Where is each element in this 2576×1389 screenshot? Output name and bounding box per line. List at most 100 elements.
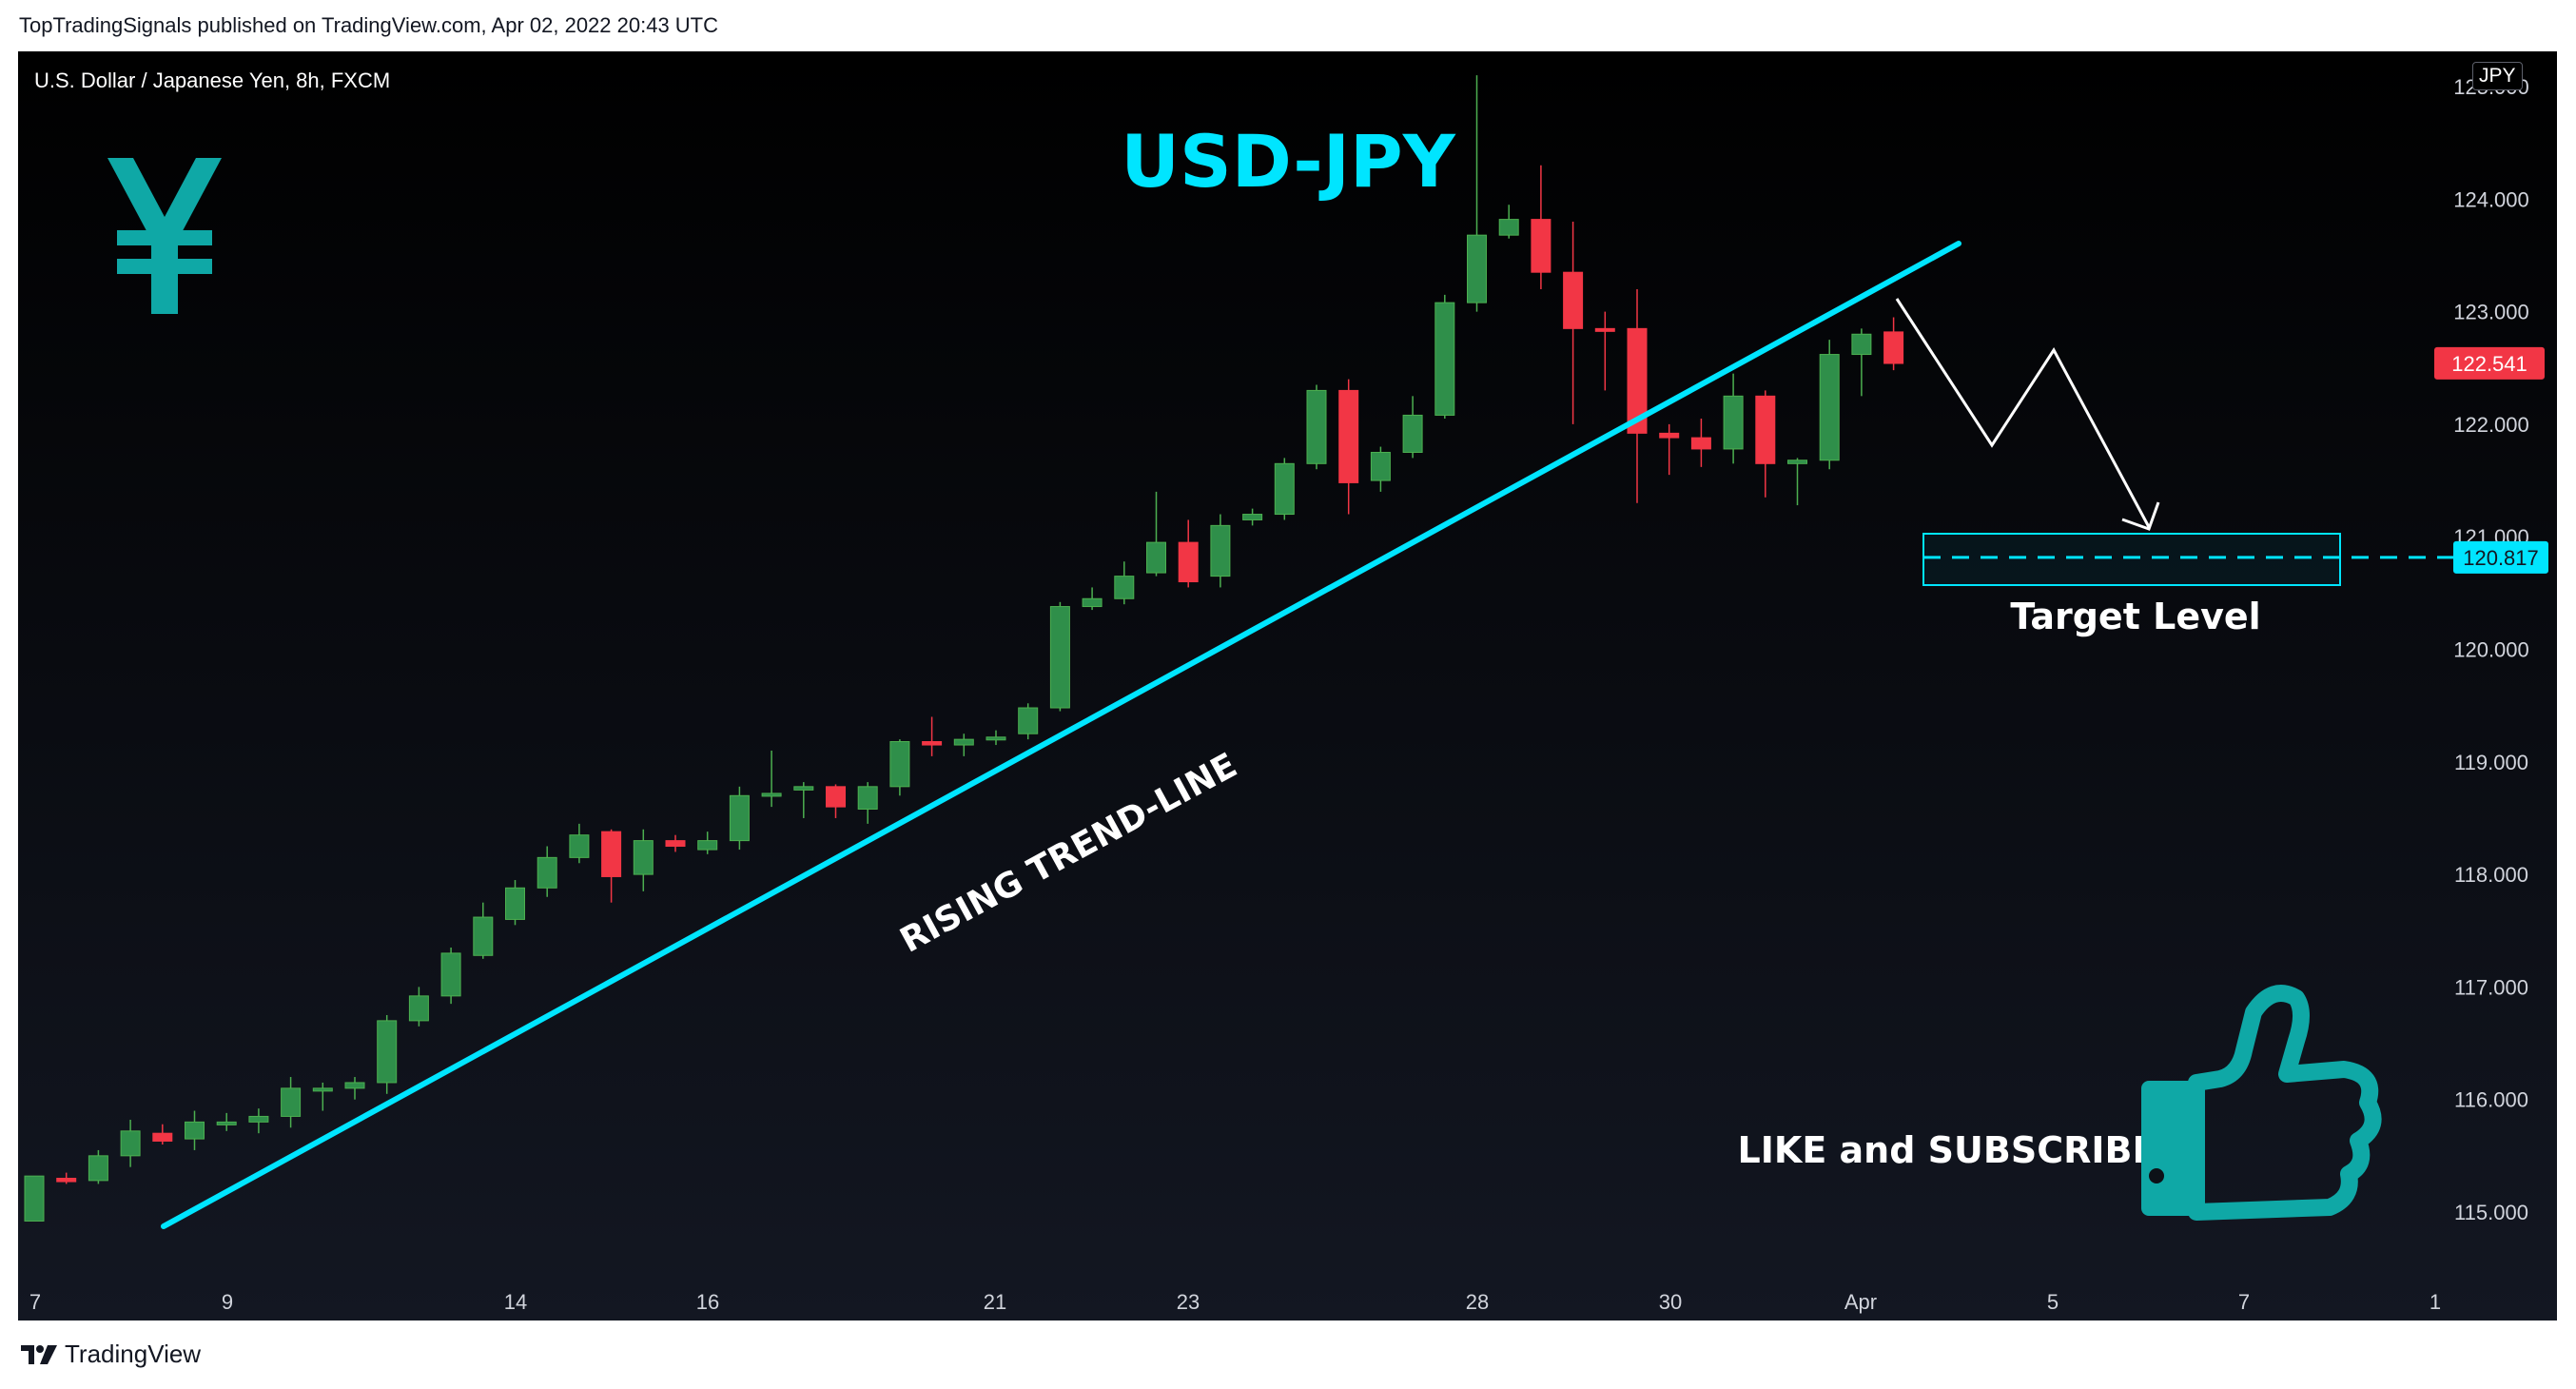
candle-body [1274, 462, 1295, 516]
candle-body [665, 840, 686, 848]
candle [793, 782, 814, 818]
candle-body [505, 887, 525, 920]
candle-body [1434, 302, 1455, 416]
candle-body [1851, 333, 1872, 356]
price-tick-label: 117.000 [2454, 975, 2528, 999]
candle [344, 1077, 365, 1100]
candle [1563, 221, 1584, 424]
candle [1819, 340, 1840, 470]
candle [601, 829, 622, 903]
candle [569, 823, 590, 864]
usd-jpy-title: USD-JPY [1121, 119, 1455, 204]
candle-body [697, 840, 718, 851]
candle [1883, 317, 1904, 371]
candle-body [1306, 389, 1327, 464]
symbol-title[interactable]: U.S. Dollar / Japanese Yen, 8h, FXCM [34, 68, 391, 92]
candles [24, 75, 1904, 1222]
target-price-badge [2453, 540, 2548, 574]
thumb-outline [2188, 985, 2382, 1221]
candle [1210, 514, 1231, 588]
yen-glyph-bar-bottom [117, 259, 212, 274]
candle-body [344, 1082, 365, 1089]
target-level-label: Target Level [2010, 596, 2260, 637]
time-tick-label: 16 [696, 1290, 719, 1314]
candle [953, 734, 974, 756]
time-axis: 7 9 14 16 21 23 28 30 Apr 5 7 1 [29, 1290, 2441, 1314]
price-tick-label: 119.000 [2454, 751, 2528, 774]
last-price-value: 122.541 [2451, 352, 2527, 376]
candle-body [152, 1132, 173, 1142]
candle [1146, 491, 1166, 577]
candle-body [922, 741, 943, 746]
time-tick-label: 14 [504, 1290, 527, 1314]
trendline-label: RISING TREND-LINE [894, 746, 1243, 961]
projection-arrowhead [2121, 501, 2160, 531]
candle [88, 1149, 108, 1184]
candle [1178, 519, 1199, 588]
candle-body [120, 1130, 141, 1157]
currency-label[interactable]: JPY [2472, 62, 2523, 90]
candle [152, 1124, 173, 1145]
candle [1434, 294, 1455, 419]
candle [1627, 288, 1648, 503]
candle-body [1531, 219, 1551, 273]
candle-body [1755, 395, 1776, 464]
time-tick-label: 30 [1659, 1290, 1682, 1314]
candle-body [1594, 327, 1615, 332]
candle-body [729, 794, 750, 842]
candle [1851, 328, 1872, 397]
candle-body [1210, 524, 1231, 577]
candle [312, 1082, 333, 1111]
candle [1498, 205, 1519, 239]
candle-body [377, 1020, 398, 1084]
chart-canvas[interactable]: 115.000 116.000 117.000 118.000 119.000 120.0… [18, 51, 2557, 1321]
candle [216, 1112, 237, 1131]
candle-body [1690, 437, 1711, 450]
target-zone [1922, 533, 2341, 586]
candle-body [537, 856, 557, 889]
last-price-badge [2434, 346, 2545, 380]
candle [922, 716, 943, 756]
candle [120, 1119, 141, 1167]
candle-body [1114, 576, 1135, 599]
candle-body [1338, 389, 1359, 483]
candle [56, 1172, 77, 1184]
candle [1467, 75, 1487, 312]
thumb-cuff-dot [2149, 1168, 2164, 1184]
candle [986, 730, 1006, 746]
price-tick-label: 122.000 [2453, 413, 2529, 437]
thumbs-up-icon[interactable] [2141, 985, 2382, 1221]
candle [761, 750, 782, 808]
candle [633, 829, 654, 891]
footer-brand[interactable]: TradingView [19, 1340, 201, 1369]
yen-icon [107, 158, 222, 314]
candle-body [1498, 219, 1519, 236]
candle-body [986, 736, 1006, 741]
candle-body [601, 831, 622, 877]
candle [185, 1110, 205, 1150]
price-tick-label: 124.000 [2453, 187, 2529, 211]
candle [1755, 390, 1776, 498]
price-tick-label: 123.000 [2453, 301, 2529, 324]
time-tick-label: 7 [29, 1290, 41, 1314]
time-tick-label: 21 [984, 1290, 1006, 1314]
candle-body [826, 786, 846, 808]
candle [440, 947, 461, 1005]
candle-body [1563, 271, 1584, 329]
candle [1594, 311, 1615, 391]
time-tick-label: 9 [222, 1290, 233, 1314]
price-tick-label: 115.000 [2454, 1201, 2528, 1224]
candle-body [473, 916, 494, 956]
candle [1338, 379, 1359, 515]
candle-body [1370, 451, 1391, 481]
price-tick-label: 116.000 [2454, 1088, 2528, 1112]
candle-body [1723, 395, 1744, 450]
chart-area[interactable]: 115.000 116.000 117.000 118.000 119.000 120.0… [18, 51, 2557, 1321]
candle [473, 902, 494, 959]
like-subscribe-text: LIKE and SUBSCRIBE [1738, 1129, 2157, 1171]
candle-body [312, 1087, 333, 1092]
candle-body [248, 1115, 269, 1123]
yen-glyph-bar-top [117, 230, 212, 245]
candle [1082, 587, 1103, 611]
price-tick-label: 118.000 [2454, 863, 2528, 887]
